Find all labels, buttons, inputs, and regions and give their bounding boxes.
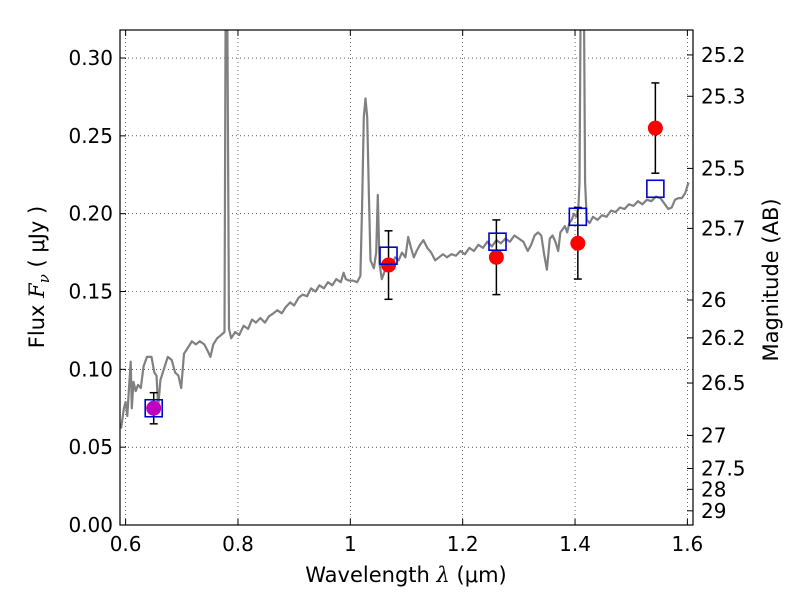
model-photometry-square	[568, 207, 588, 227]
plot-content	[120, 30, 690, 429]
x-tick-label: 0.8	[222, 532, 254, 556]
observed-point	[647, 120, 663, 136]
y-tick-label: 0.15	[68, 280, 113, 304]
y2-tick-label: 26.5	[701, 371, 746, 395]
model-photometry-square	[646, 179, 665, 199]
y-axis-title-unit: ( μJy )	[25, 206, 49, 268]
grid-lines	[120, 30, 693, 526]
y-axis-ticks: 0.00 0.05 0.10 0.15 0.20 0.25 0.30	[68, 46, 126, 537]
y-tick-label: 0.30	[68, 46, 113, 70]
model-photometry-square	[379, 246, 398, 266]
x-axis-title: Wavelength λ (μm)	[305, 563, 506, 587]
y-tick-label: 0.05	[68, 435, 113, 459]
x-tick-label: 1.6	[671, 532, 703, 556]
y2-tick-label: 25.7	[701, 216, 746, 240]
y2-tick-label: 27.5	[701, 456, 746, 480]
y-tick-label: 0.00	[68, 513, 113, 537]
x-axis-title-prefix: Wavelength	[305, 563, 430, 587]
y-tick-label: 0.25	[68, 124, 113, 148]
x-axis-title-symbol: λ	[436, 563, 450, 587]
observed-point	[381, 257, 397, 273]
x-tick-label: 1	[344, 532, 357, 556]
model-photometry-square	[488, 232, 507, 251]
y2-tick-label: 27	[701, 423, 726, 447]
observed-point	[146, 400, 162, 416]
y-tick-label: 0.20	[68, 202, 113, 226]
y2-tick-label: 25.5	[701, 156, 746, 180]
y2-tick-label: 26.2	[701, 326, 746, 350]
x-tick-label: 1.2	[447, 532, 479, 556]
y2-tick-label: 25.2	[701, 43, 746, 67]
y2-tick-label: 26	[701, 288, 726, 312]
y-tick-label: 0.10	[68, 357, 113, 381]
observed-point	[570, 235, 586, 251]
x-axis-ticks: 0.6 0.8 1 1.2 1.4 1.6	[110, 30, 703, 556]
x-axis-title-unit: (μm)	[457, 563, 507, 587]
y-axis-title-symbol: F	[25, 282, 49, 299]
y-axis-title: Flux Fν ( μJy )	[25, 206, 53, 348]
y2-tick-label: 29	[701, 499, 726, 523]
plot-frame	[119, 29, 694, 526]
x-tick-label: 1.4	[559, 532, 591, 556]
observed-points	[146, 120, 663, 416]
model-photometry-square	[144, 398, 164, 418]
y-axis-title-prefix: Flux	[25, 305, 49, 349]
observed-point	[488, 249, 504, 265]
y2-tick-label: 25.3	[701, 84, 746, 108]
model-photometry-points	[144, 179, 665, 418]
y-axis-title-subscript: ν	[35, 274, 53, 283]
y2-axis-title: Magnitude (AB)	[759, 198, 783, 361]
y2-tick-label: 28	[701, 477, 726, 501]
x-tick-label: 0.6	[110, 532, 142, 556]
